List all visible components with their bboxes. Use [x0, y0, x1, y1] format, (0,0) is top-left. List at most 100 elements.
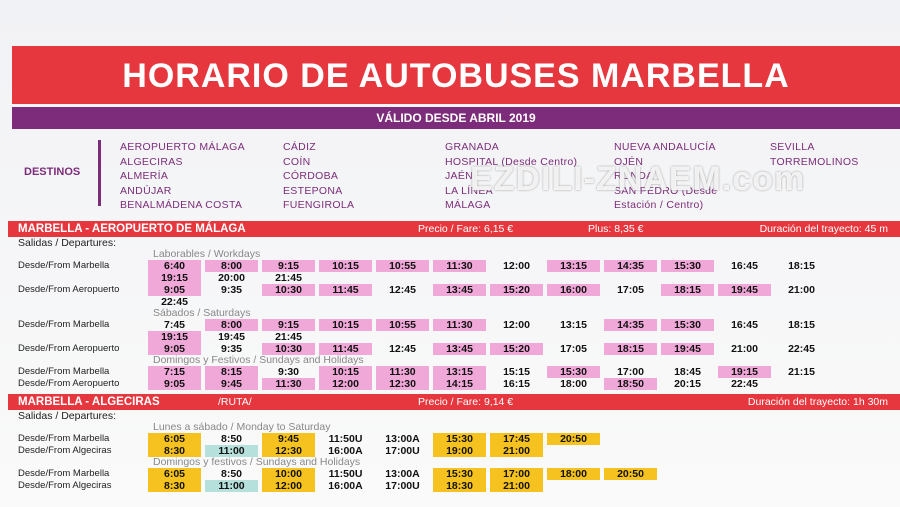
destination: HOSPITAL (Desde Centro) — [445, 155, 578, 168]
departure-time: 11:45 — [319, 284, 372, 296]
departure-time: 13:15 — [433, 366, 486, 378]
destination-column: NUEVA ANDALUCÍA OJÉN RONDA SAN PEDRO (Desde… — [614, 140, 717, 213]
departure-time: 17:00U — [385, 480, 420, 492]
schedule-row: Desde/From Marbella 7:45 8:00 9:15 10:15 10:5… — [8, 319, 900, 343]
schedule-row: Desde/From Aeropuerto 9:05 9:35 10:30 11:45 1… — [8, 284, 900, 308]
route-title: MARBELLA - AEROPUERTO DE MÁLAGA — [18, 223, 246, 235]
departure-time: 20:50 — [547, 433, 600, 445]
departure-time: 17:00 — [490, 468, 543, 480]
destination-column: AEROPUERTO MÁLAGA ALGECIRAS ALMERÍA ANDÚJAR… — [120, 140, 245, 213]
departure-time: 9:15 — [262, 260, 315, 272]
destination: SAN PEDRO (Desde — [614, 184, 718, 197]
departure-time: 11:45 — [319, 343, 372, 355]
departure-time: 22:45 — [161, 296, 188, 308]
departure-time: 6:05 — [148, 468, 201, 480]
destination: FUENGIROLA — [283, 199, 355, 211]
destination: SEVILLA — [770, 141, 815, 153]
departure-time: 9:30 — [277, 366, 299, 378]
departure-time: 15:30 — [433, 433, 486, 445]
departure-time: 12:00 — [262, 480, 315, 492]
divider — [98, 140, 101, 206]
row-label: Desde/From Marbella — [18, 260, 110, 271]
departure-time: 19:45 — [661, 343, 714, 355]
departure-time: 9:35 — [220, 284, 242, 296]
destination: ESTEPONA — [283, 184, 343, 197]
departure-time: 18:00 — [560, 378, 587, 390]
destination-column: SEVILLA TORREMOLINOS — [770, 140, 859, 169]
destination: LA LÍNEA — [445, 184, 493, 197]
departure-time: 16:00A — [328, 480, 363, 492]
departure-time: 11:30 — [262, 378, 315, 390]
departure-time: 21:00 — [490, 445, 543, 457]
departure-time: 10:55 — [376, 260, 429, 272]
departure-time: 9:45 — [262, 433, 315, 445]
watermark: EZDILI-ZNAEM.com — [470, 160, 806, 198]
schedule-label: Lunes a sábado / Monday to Saturday — [153, 421, 331, 433]
times: 8:30 11:00 12:00 16:00A 17:00U 18:30 21:00 — [148, 480, 888, 492]
departure-time: 10:30 — [262, 284, 315, 296]
row-label: Desde/From Marbella — [18, 366, 110, 377]
schedule-row: Desde/From Aeropuerto 9:05 9:35 10:30 11:45 1… — [8, 343, 900, 355]
destinations-label: DESTINOS — [24, 166, 81, 178]
departure-time: 12:45 — [389, 284, 416, 296]
departure-time: 21:00 — [490, 480, 543, 492]
destination-column: CÁDIZ COÍN CÓRDOBA ESTEPONA FUENGIROLA — [283, 140, 354, 213]
departure-time: 13:45 — [433, 343, 486, 355]
fare: Precio / Fare: 9,14 € — [418, 396, 514, 408]
schedule-row: Desde/From Algeciras 8:30 11:00 12:30 16:00A… — [8, 445, 900, 457]
departure-time: 18:45 — [674, 366, 701, 378]
destination: TORREMOLINOS — [770, 155, 859, 168]
times: 7:45 8:00 9:15 10:15 10:55 11:30 12:00 13:15 14:… — [148, 319, 888, 343]
fare-plus: Plus: 8,35 € — [588, 223, 644, 235]
departure-time: 15:20 — [490, 284, 543, 296]
destination: OJÉN — [614, 155, 644, 168]
row-label: Desde/From Marbella — [18, 319, 110, 330]
departure-time: 12:00 — [503, 260, 530, 272]
departure-time: 20:00 — [218, 272, 245, 284]
departure-time: 17:05 — [560, 343, 587, 355]
departure-time: 18:30 — [433, 480, 486, 492]
departure-time: 15:20 — [490, 343, 543, 355]
schedule-row: Desde/From Marbella 6:40 8:00 9:15 10:15 10:5… — [8, 260, 900, 284]
departure-time: 21:45 — [275, 272, 302, 284]
destination: COÍN — [283, 155, 311, 168]
departure-time: 11:30 — [376, 366, 429, 378]
departure-time: 13:00A — [385, 468, 420, 480]
route-header: MARBELLA - ALGECIRAS/RUTA/Precio / Fare:… — [8, 394, 900, 410]
destination: ANDÚJAR — [120, 184, 172, 197]
departure-time: 10:30 — [262, 343, 315, 355]
destination: ALMERÍA — [120, 170, 169, 182]
departure-time: 19:15 — [718, 366, 771, 378]
row-label: Desde/From Marbella — [18, 433, 110, 444]
departure-time: 11:30 — [433, 319, 486, 331]
departure-time: 15:15 — [503, 366, 530, 378]
destination: Estación / Centro) — [614, 199, 704, 211]
departure-time: 11:50U — [328, 468, 363, 480]
departure-time: 9:45 — [205, 378, 258, 390]
departure-time: 12:00 — [503, 319, 530, 331]
destination: JAÉN — [445, 170, 474, 182]
schedule-row: Desde/From Marbella 6:05 8:50 10:00 11:50U 13… — [8, 468, 900, 480]
departure-time: 15:30 — [547, 366, 600, 378]
departure-time: 13:45 — [433, 284, 486, 296]
schedule-label: Domingos y Festivos / Sundays and Holida… — [153, 354, 364, 366]
departure-time: 18:00 — [547, 468, 600, 480]
destination: ALGECIRAS — [120, 155, 183, 168]
departures-label: Salidas / Departures: — [18, 237, 117, 249]
departure-time: 10:15 — [319, 319, 372, 331]
departure-time: 18:15 — [661, 284, 714, 296]
times: 9:05 9:35 10:30 11:45 12:45 13:45 15:20 17:05 18… — [148, 343, 888, 355]
departure-time: 15:30 — [433, 468, 486, 480]
destination: CÓRDOBA — [283, 170, 339, 182]
departure-time: 18:15 — [788, 260, 815, 272]
departure-time: 13:15 — [547, 260, 600, 272]
departure-time: 22:45 — [788, 343, 815, 355]
departure-time: 7:15 — [148, 366, 201, 378]
departure-time: 17:05 — [617, 284, 644, 296]
departure-time: 8:00 — [205, 319, 258, 331]
times: 7:15 8:15 9:30 10:15 11:30 13:15 15:15 15:30 17:… — [148, 366, 888, 378]
departure-time: 17:00U — [385, 445, 420, 457]
departure-time: 13:15 — [560, 319, 587, 331]
route-section: MARBELLA - AEROPUERTO DE MÁLAGA Precio / … — [8, 221, 900, 390]
